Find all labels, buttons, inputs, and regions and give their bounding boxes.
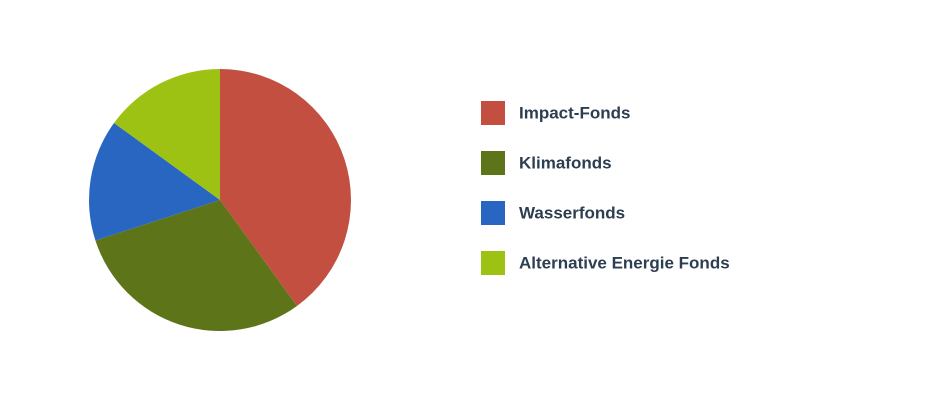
legend-label: Impact-Fonds: [519, 103, 630, 122]
legend-label: Klimafonds: [519, 153, 612, 172]
legend-swatch: [481, 201, 505, 225]
pie-slice: [220, 69, 352, 306]
legend-swatch: [481, 251, 505, 275]
pie-slice: [89, 123, 220, 241]
legend-swatch: [481, 151, 505, 175]
legend-label: Alternative Energie Fonds: [519, 253, 730, 272]
pie-slice: [95, 200, 297, 331]
legend-swatch: [481, 101, 505, 125]
pie-slice: [114, 69, 220, 200]
legend-label: Wasserfonds: [519, 203, 625, 222]
